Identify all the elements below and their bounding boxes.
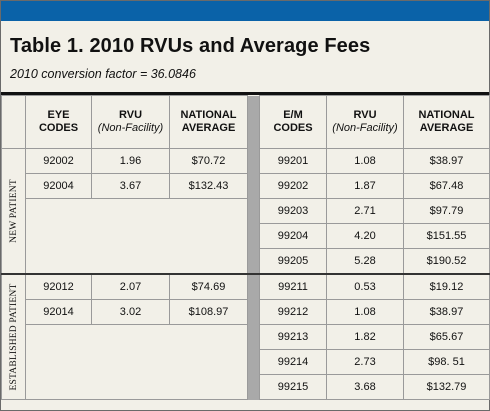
em-code-cell: 99211 (259, 273, 327, 300)
em-codes-header: E/M CODES (259, 95, 327, 149)
national-average-header-2: NATIONAL AVERAGE (403, 95, 490, 149)
title-separator (1, 92, 489, 95)
group-label-new-patient: NEW PATIENT (1, 148, 26, 275)
national-average-header: NATIONAL AVERAGE (169, 95, 248, 149)
avg-cell: $151.55 (403, 223, 490, 249)
rvu-cell: 2.71 (326, 198, 404, 224)
eye-code-cell: 92014 (25, 299, 92, 325)
header-row: EYE CODES RVU (Non-Facility) NATIONAL AVERA… (1, 95, 490, 149)
rvu-cell: 2.07 (91, 273, 170, 300)
avg-cell: $97.79 (403, 198, 490, 224)
em-code-cell: 99204 (259, 223, 327, 249)
eye-code-cell: 92004 (25, 173, 92, 199)
eye-code-cell: 92002 (25, 148, 92, 174)
avg-cell: $98. 51 (403, 349, 490, 375)
table-row: 99205 5.28 $190.52 (2, 248, 490, 275)
em-code-cell: 99203 (259, 198, 327, 224)
eye-codes-header: EYE CODES (25, 95, 92, 149)
table-row: NEW PATIENT 92002 1.96 $70.72 99201 1.08… (1, 148, 490, 275)
avg-cell: $132.79 (403, 374, 490, 400)
avg-cell: $108.97 (169, 299, 248, 325)
avg-cell: $38.97 (403, 148, 490, 174)
eye-code-cell: 92012 (25, 273, 92, 300)
empty-eye-block (25, 198, 248, 275)
avg-cell: $190.52 (403, 248, 490, 275)
table-row: 99215 3.68 $132.79 (2, 374, 490, 400)
rvu-cell: 3.02 (91, 299, 170, 325)
rvu-cell: 5.28 (326, 248, 404, 275)
em-code-cell: 99202 (259, 173, 327, 199)
table-row: 99203 2.71 $97.79 (2, 198, 490, 275)
rvu-cell: 0.53 (326, 273, 404, 300)
rvu-cell: 1.08 (326, 299, 404, 325)
table-row: ESTABLISHED PATIENT 92012 2.07 $74.69 99… (1, 273, 490, 400)
avg-cell: $74.69 (169, 273, 248, 300)
table-row: 99214 2.73 $98. 51 (2, 349, 490, 375)
column-divider (247, 148, 260, 274)
empty-eye-block (25, 324, 248, 400)
rvu-cell: 2.73 (326, 349, 404, 375)
em-code-cell: 99214 (259, 349, 327, 375)
em-code-cell: 99205 (259, 248, 327, 275)
em-code-cell: 99212 (259, 299, 327, 325)
rvu-fee-table: EYE CODES RVU (Non-Facility) NATIONAL AVERA… (1, 95, 490, 400)
rvu-cell: 3.67 (91, 173, 170, 199)
column-divider (247, 95, 260, 149)
avg-cell: $65.67 (403, 324, 490, 350)
rvu-header-2: RVU (Non-Facility) (326, 95, 404, 149)
rvu-cell: 3.68 (326, 374, 404, 400)
avg-cell: $70.72 (169, 148, 248, 174)
table-row: 92014 3.02 $108.97 99212 1.08 $38.97 (2, 299, 490, 325)
em-code-cell: 99215 (259, 374, 327, 400)
table-row: 99204 4.20 $151.55 (2, 223, 490, 249)
corner-cell (1, 95, 26, 149)
em-code-cell: 99201 (259, 148, 327, 174)
avg-cell: $67.48 (403, 173, 490, 199)
rvu-cell: 1.08 (326, 148, 404, 174)
avg-cell: $38.97 (403, 299, 490, 325)
header-bar (1, 1, 489, 21)
conversion-factor-note: 2010 conversion factor = 36.0846 (10, 67, 196, 81)
table-row: 92004 3.67 $132.43 99202 1.87 $67.48 (2, 173, 490, 199)
avg-cell: $19.12 (403, 273, 490, 300)
em-code-cell: 99213 (259, 324, 327, 350)
column-divider (247, 273, 260, 400)
rvu-header: RVU (Non-Facility) (91, 95, 170, 149)
table-title: Table 1. 2010 RVUs and Average Fees (10, 35, 371, 57)
rvu-cell: 1.82 (326, 324, 404, 350)
rvu-cell: 1.87 (326, 173, 404, 199)
table-row: 99213 1.82 $65.67 (2, 324, 490, 400)
rvu-cell: 1.96 (91, 148, 170, 174)
group-label-established-patient: ESTABLISHED PATIENT (1, 273, 26, 400)
rvu-cell: 4.20 (326, 223, 404, 249)
avg-cell: $132.43 (169, 173, 248, 199)
